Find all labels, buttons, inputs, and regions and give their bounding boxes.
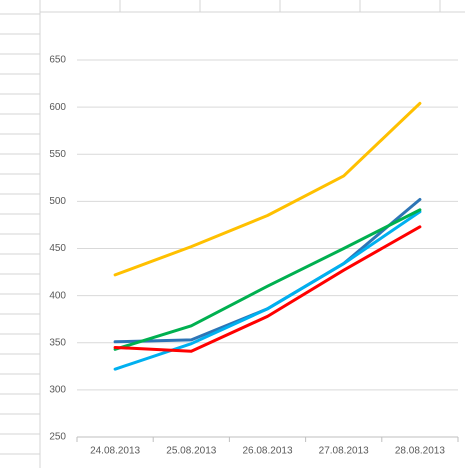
x-tick-label: 28.08.2013 xyxy=(395,446,445,457)
spreadsheet-grid xyxy=(39,0,465,468)
y-tick-label: 400 xyxy=(49,290,66,301)
y-tick-label: 300 xyxy=(49,385,66,396)
y-tick-label: 550 xyxy=(49,149,66,160)
x-tick-label: 27.08.2013 xyxy=(319,446,369,457)
line-series xyxy=(113,208,422,351)
y-tick-label: 500 xyxy=(49,196,66,207)
line-series xyxy=(113,210,422,371)
x-tick-label: 24.08.2013 xyxy=(90,446,140,457)
line-series xyxy=(113,101,422,277)
y-tick-label: 450 xyxy=(49,243,66,254)
y-tick-label: 600 xyxy=(49,102,66,113)
y-tick-label: 250 xyxy=(49,432,66,443)
x-tick-label: 25.08.2013 xyxy=(166,446,216,457)
line-series xyxy=(113,225,422,353)
x-tick-label: 26.08.2013 xyxy=(242,446,292,457)
y-tick-label: 650 xyxy=(49,55,66,66)
y-tick-label: 350 xyxy=(49,337,66,348)
spreadsheet-rows xyxy=(0,13,40,455)
line-series xyxy=(113,197,422,344)
